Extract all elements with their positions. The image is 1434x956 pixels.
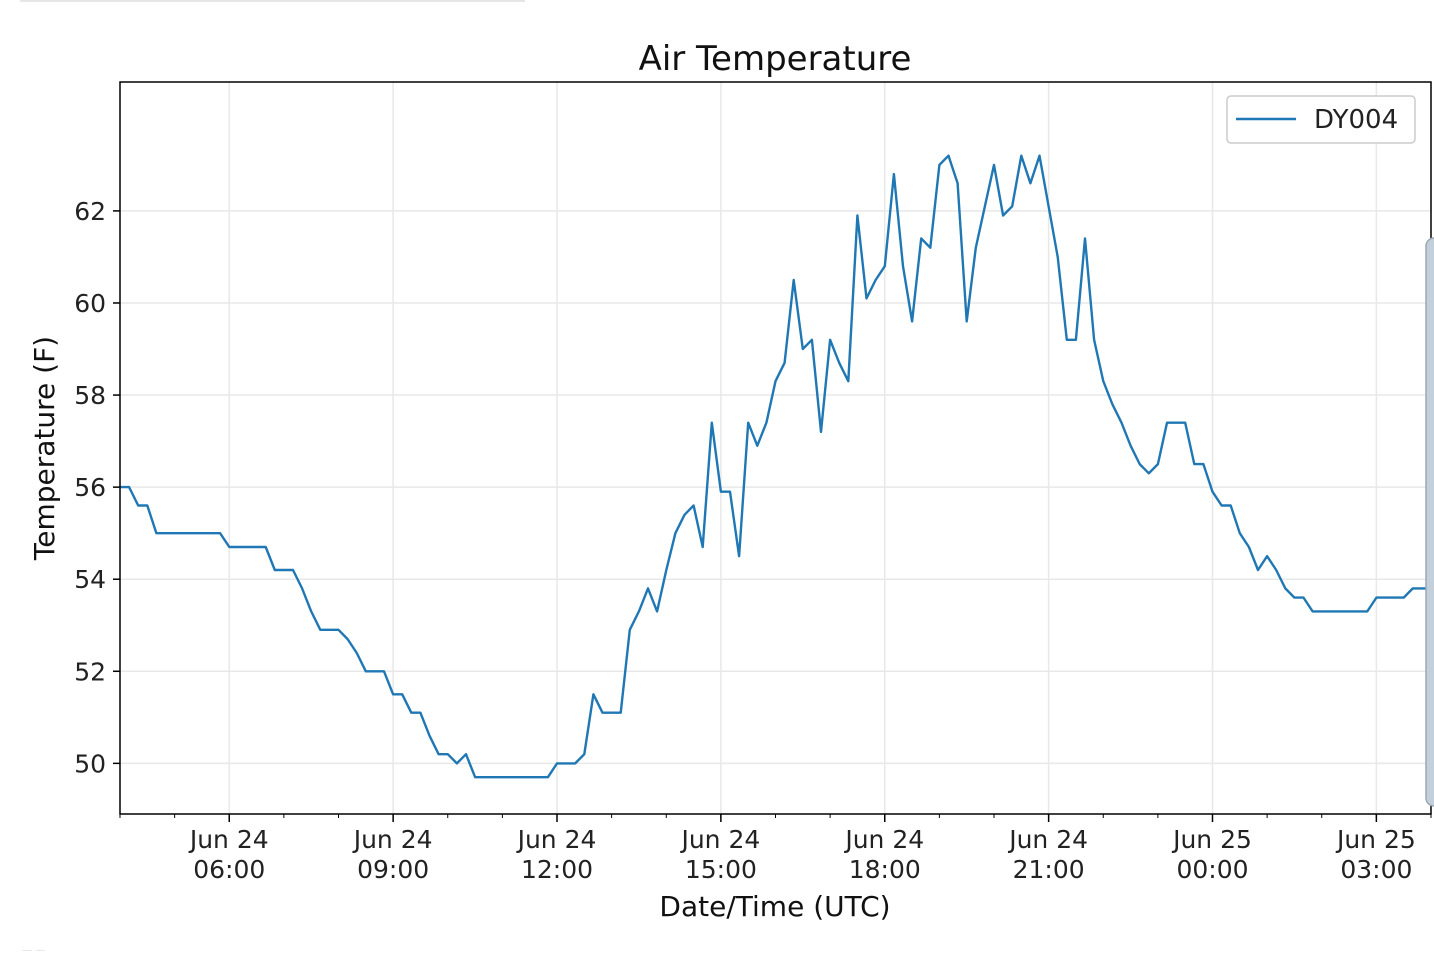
x-tick-label-time: 00:00	[1176, 855, 1248, 884]
y-tick-label: 54	[74, 565, 106, 594]
x-tick-label-time: 09:00	[357, 855, 429, 884]
series-line-dy004	[120, 154, 1431, 779]
x-tick-label-time: 03:00	[1340, 855, 1412, 884]
y-axis: 50 52 54 56 58 60 62	[74, 197, 120, 778]
plot-frame	[119, 81, 1432, 815]
x-tick-label-time: 12:00	[521, 855, 593, 884]
scrollbar-thumb[interactable]	[1425, 237, 1434, 807]
x-tick-label-time: 21:00	[1013, 855, 1085, 884]
x-tick-label-date: Jun 24	[516, 825, 597, 854]
y-tick-label: 50	[74, 749, 106, 778]
top-edge-strip	[20, 0, 525, 2]
x-tick-label-time: 18:00	[849, 855, 921, 884]
y-tick-label: 56	[74, 473, 106, 502]
y-axis-label: Temperature (F)	[28, 336, 61, 561]
x-tick-label-date: Jun 24	[352, 825, 433, 854]
x-tick-label-date: Jun 24	[188, 825, 269, 854]
x-tick-label-date: Jun 24	[679, 825, 760, 854]
x-tick-label-date: Jun 24	[843, 825, 924, 854]
x-tick-label-date: Jun 24	[1007, 825, 1088, 854]
x-tick-label-time: 15:00	[685, 855, 757, 884]
legend: DY004	[1226, 95, 1416, 144]
y-tick-label: 62	[74, 197, 106, 226]
y-tick-label: 52	[74, 657, 106, 686]
grid-lines	[120, 82, 1431, 814]
bottom-corner-mark: — —	[22, 945, 45, 956]
y-tick-label: 60	[74, 289, 106, 318]
y-tick-label: 58	[74, 381, 106, 410]
plot-area	[120, 154, 1431, 779]
x-tick-label-date: Jun 25	[1335, 825, 1416, 854]
x-tick-label-time: 06:00	[193, 855, 265, 884]
x-axis-label: Date/Time (UTC)	[659, 890, 890, 923]
legend-entry-dy004: DY004	[1314, 105, 1398, 135]
x-tick-label-date: Jun 25	[1171, 825, 1252, 854]
chart-title: Air Temperature	[639, 39, 912, 79]
legend-box	[1226, 95, 1416, 144]
